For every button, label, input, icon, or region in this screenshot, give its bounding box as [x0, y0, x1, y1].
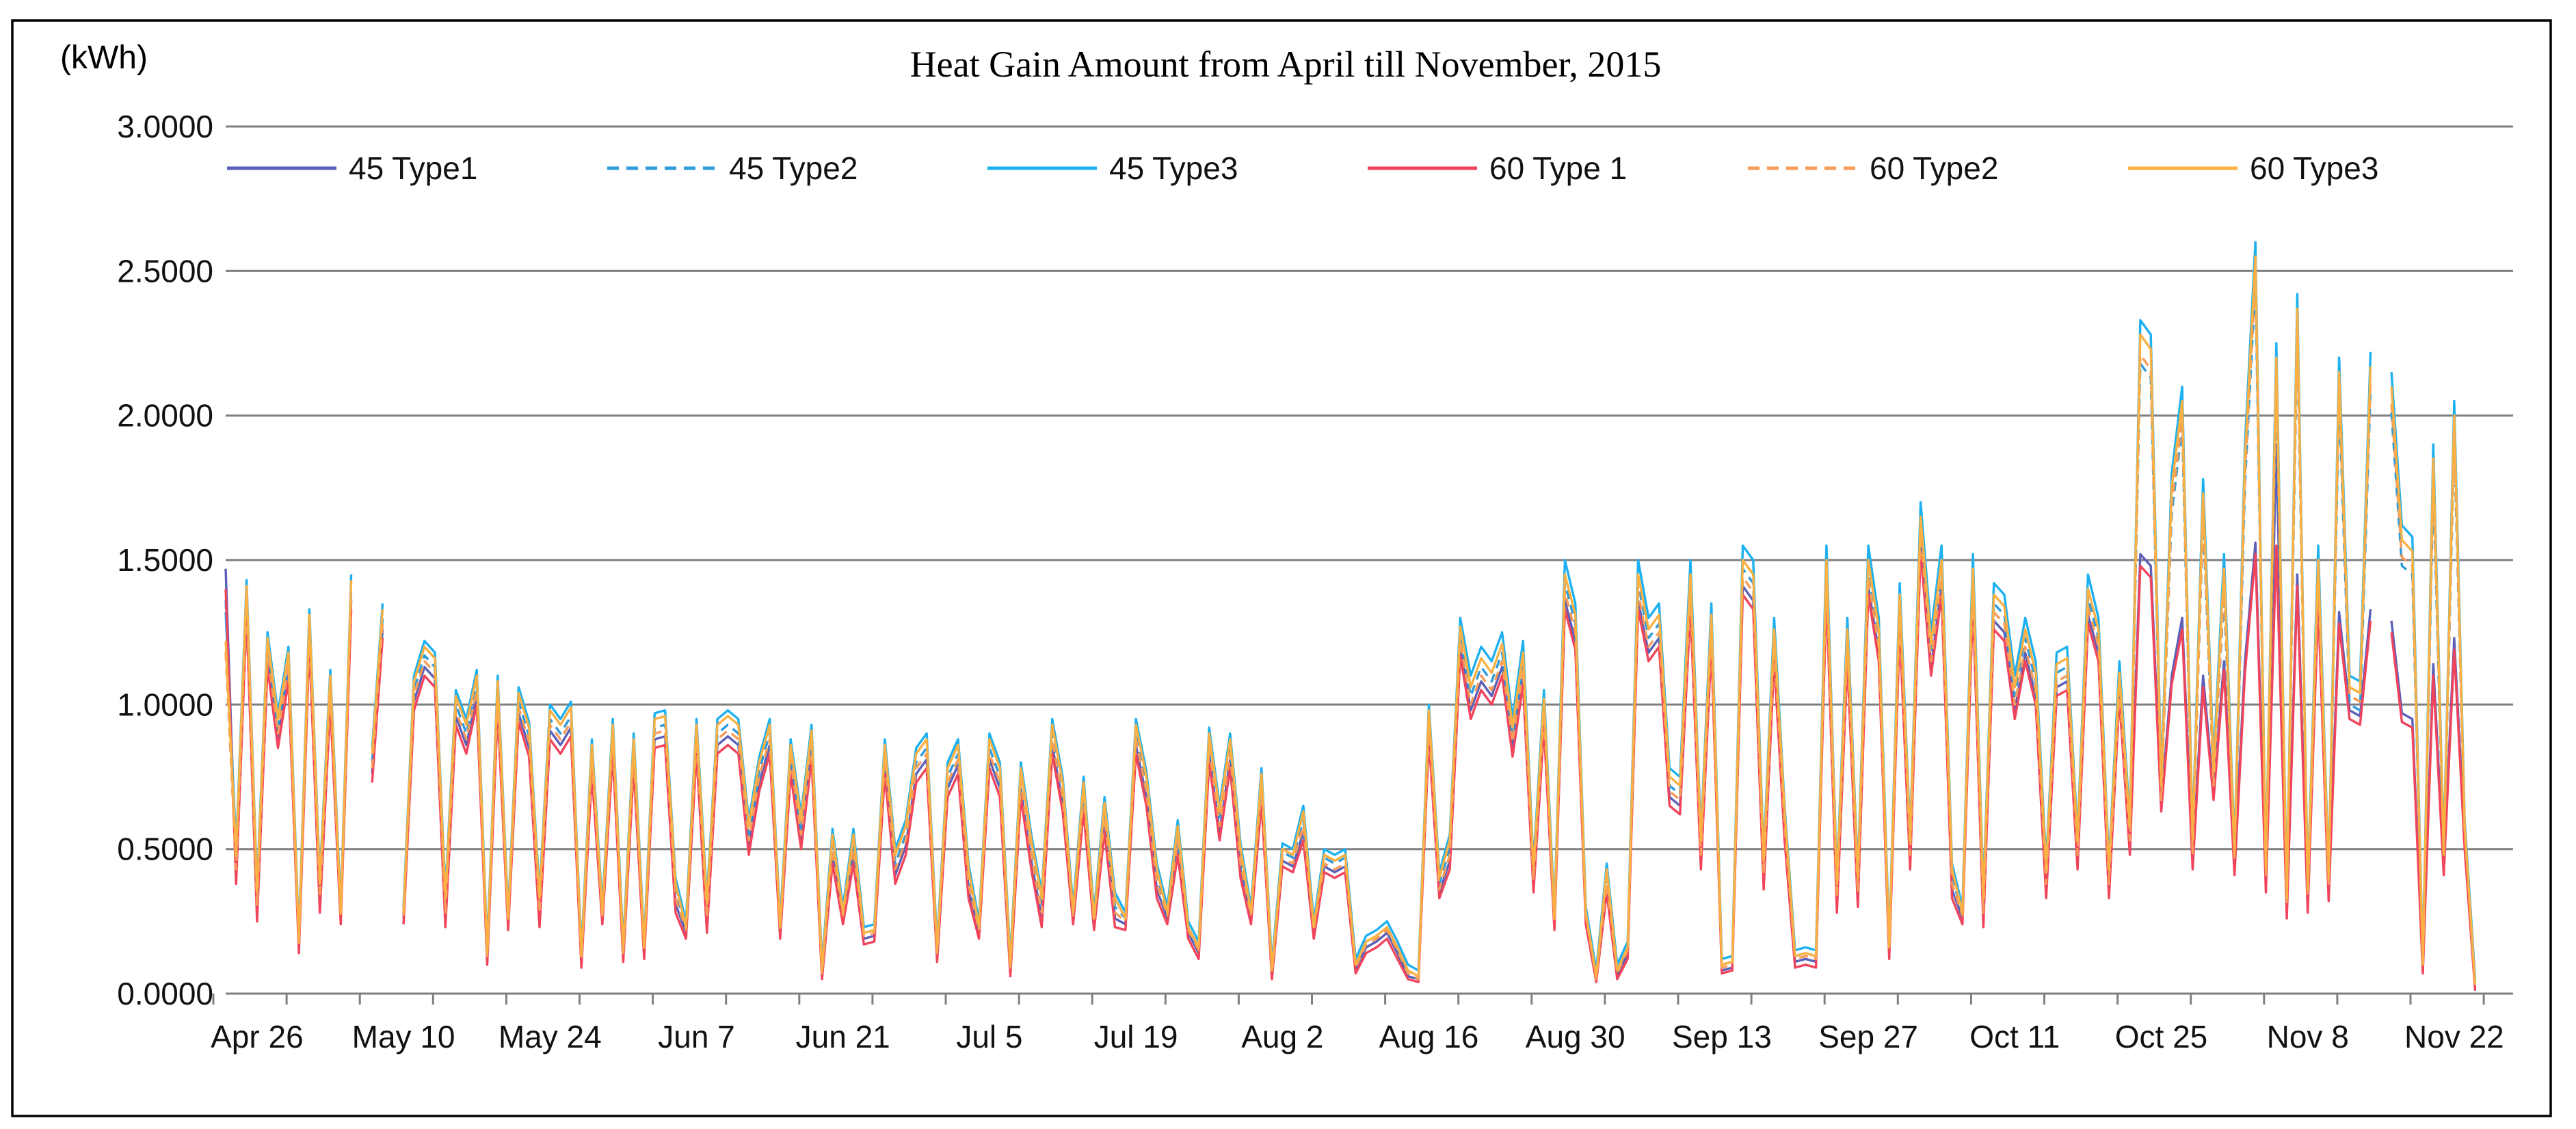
legend-label: 45 Type3 — [1109, 150, 1238, 186]
y-axis-unit-label: (kWh) — [60, 40, 148, 76]
x-axis-tick-label: Aug 16 — [1379, 1019, 1479, 1054]
x-axis-tick-label: Oct 11 — [1969, 1019, 2060, 1054]
x-axis-tick-label: Nov 8 — [2267, 1019, 2349, 1054]
chart-title: Heat Gain Amount from April till Novembe… — [910, 44, 1662, 85]
y-axis-tick-label: 1.5000 — [117, 542, 213, 578]
chart-frame — [11, 19, 2552, 1117]
y-axis-tick-label: 3.0000 — [117, 109, 213, 144]
x-axis-tick-label: Jun 21 — [796, 1019, 890, 1054]
x-axis-tick-label: Jul 5 — [956, 1019, 1022, 1054]
x-axis-tick-label: Sep 27 — [1818, 1019, 1918, 1054]
x-axis-tick-label: Aug 2 — [1241, 1019, 1323, 1054]
x-axis-tick-label: Sep 13 — [1672, 1019, 1772, 1054]
x-axis-tick-label: Oct 25 — [2115, 1019, 2208, 1054]
legend-item-60-type3: 60 Type3 — [2128, 150, 2378, 186]
series-lines-group — [224, 241, 2477, 991]
legend-item-45-type1: 45 Type1 — [227, 150, 477, 186]
x-axis-tick-label: Nov 22 — [2404, 1019, 2504, 1054]
legend-label: 45 Type1 — [349, 150, 477, 186]
legend-label: 60 Type 1 — [1489, 150, 1627, 186]
y-axis-tick-label: 0.0000 — [117, 976, 213, 1011]
x-axis-tick-label: Aug 30 — [1526, 1019, 1625, 1054]
y-axis-tick-label: 2.5000 — [117, 253, 213, 289]
y-axis-tick-label: 0.5000 — [117, 832, 213, 867]
x-axis-tick-label: May 10 — [352, 1019, 455, 1054]
legend-item-45-type2: 45 Type2 — [607, 150, 858, 186]
y-axis-tick-label: 2.0000 — [117, 398, 213, 434]
axis-labels-group: 3.0000 2.5000 2.0000 1.5000 1.0000 0.5000 0.00… — [117, 109, 2504, 1054]
legend-item-60-type-1: 60 Type 1 — [1368, 150, 1627, 186]
series-line-60-type-1 — [224, 544, 2477, 991]
x-axis-tick-label: Jun 7 — [658, 1019, 735, 1054]
x-axis-tick-label: May 24 — [499, 1019, 602, 1054]
series-line-60-type3 — [224, 255, 2477, 985]
x-axis-tick-label: Apr 26 — [211, 1019, 304, 1054]
legend-item-45-type3: 45 Type3 — [987, 150, 1238, 186]
y-axis-tick-label: 1.0000 — [117, 687, 213, 722]
legend-label: 60 Type2 — [1870, 150, 1998, 186]
legend: 45 Type1 45 Type2 45 Type3 60 Type 1 60 Type… — [227, 150, 2378, 186]
x-axis-tick-label: Jul 19 — [1094, 1019, 1178, 1054]
legend-item-60-type2: 60 Type2 — [1748, 150, 1998, 186]
legend-label: 60 Type3 — [2250, 150, 2378, 186]
legend-label: 45 Type2 — [729, 150, 858, 186]
